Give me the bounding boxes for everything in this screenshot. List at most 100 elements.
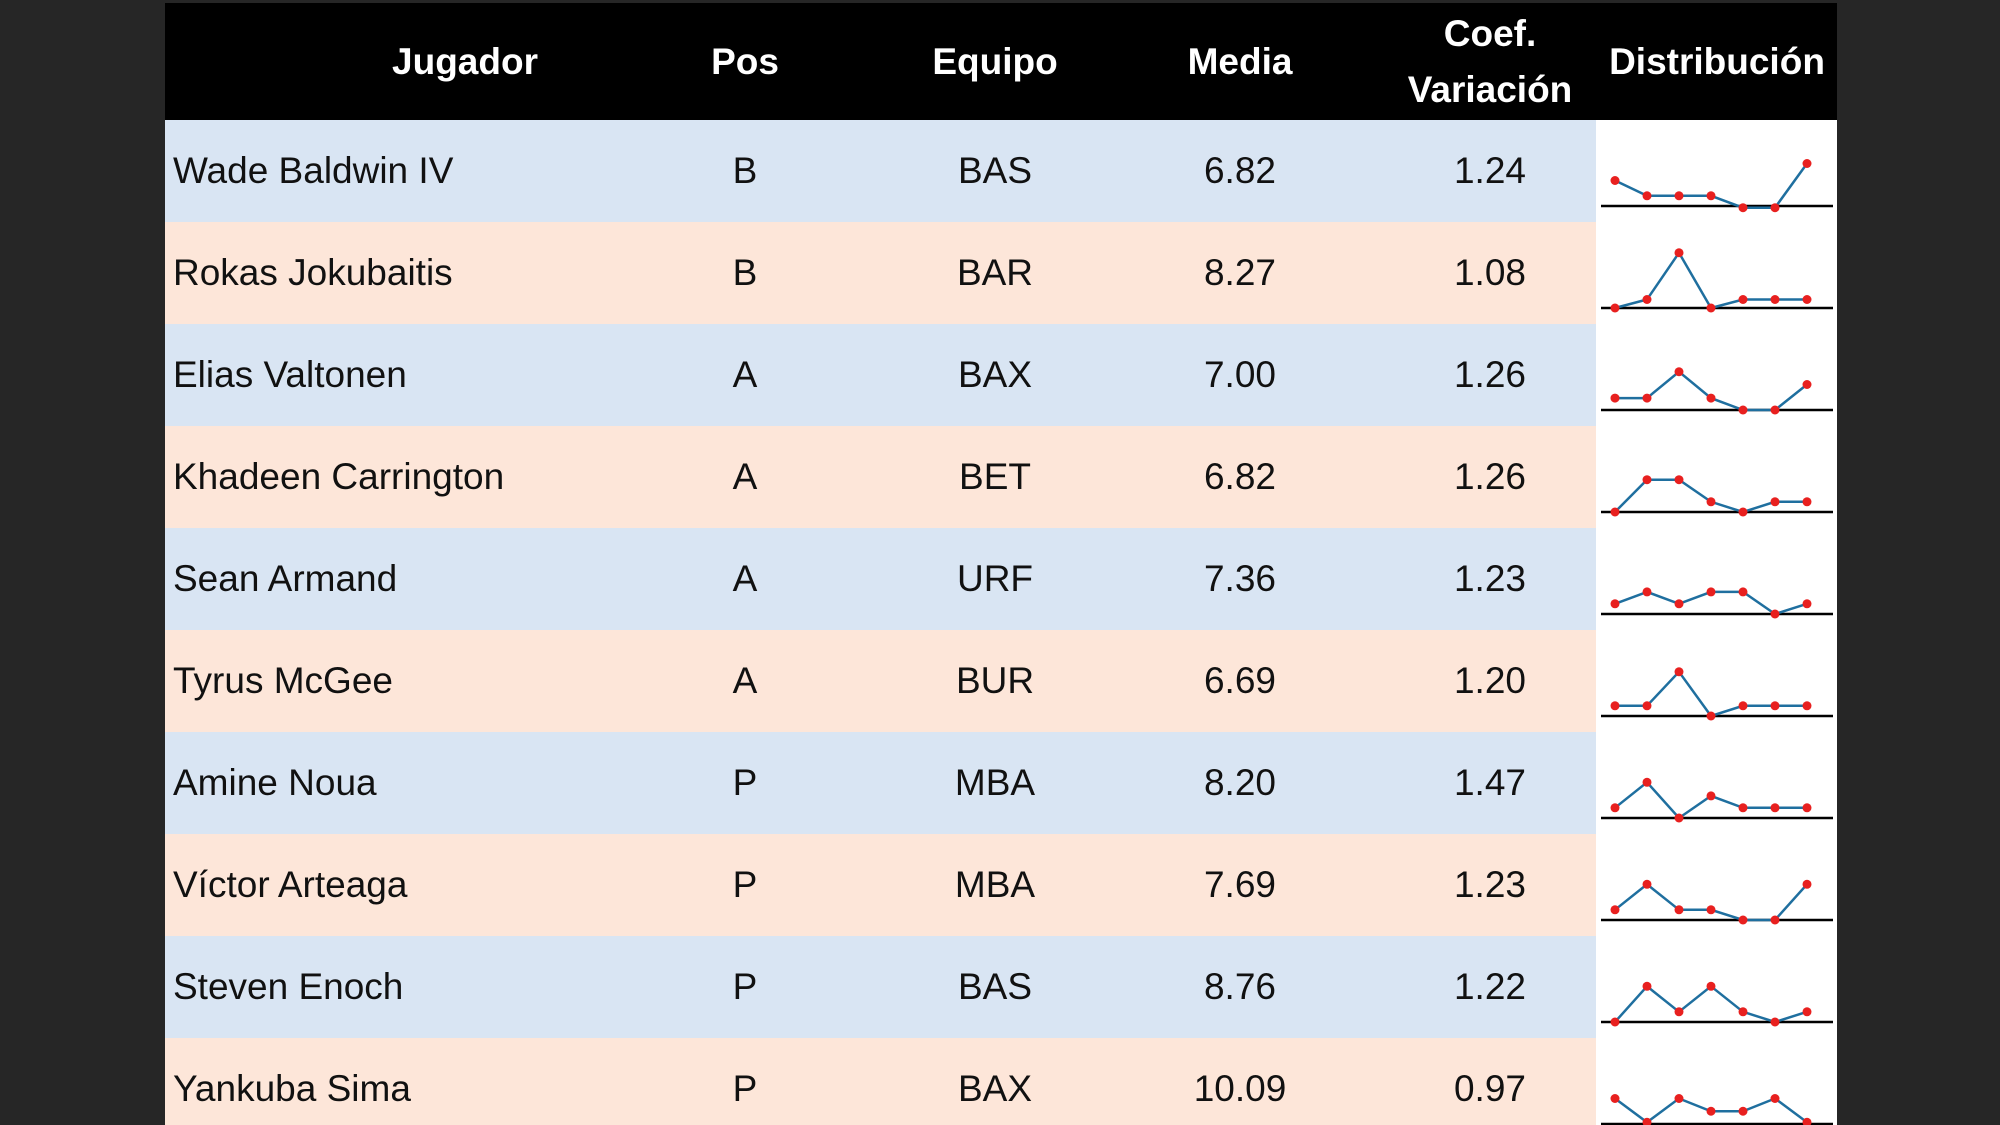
- sparkline-point: [1674, 667, 1684, 677]
- distribution-sparkline: [1601, 981, 1833, 1027]
- player-team: BAS: [957, 966, 1033, 1007]
- sparkline-point: [1610, 1094, 1620, 1103]
- sparkline-point: [1610, 303, 1620, 313]
- sparkline-point: [1738, 405, 1748, 415]
- sparkline-point: [1610, 701, 1620, 711]
- player-mean: 7.00: [1203, 354, 1276, 395]
- distribution-sparkline: [1601, 475, 1833, 517]
- sparkline-point: [1642, 191, 1652, 201]
- sparkline-point: [1738, 915, 1748, 925]
- sparkline-point: [1674, 599, 1684, 609]
- sparkline-point: [1802, 159, 1812, 168]
- player-coef-variation: 1.26: [1453, 456, 1526, 497]
- player-name: Yankuba Sima: [173, 1068, 411, 1109]
- table-header: Jugador Pos Equipo Media Coef. Variación…: [165, 3, 1837, 120]
- stats-table: Jugador Pos Equipo Media Coef. Variación…: [165, 3, 1837, 1125]
- sparkline-point: [1802, 295, 1812, 304]
- sparkline-point: [1610, 507, 1620, 517]
- sparkline-point: [1802, 380, 1812, 389]
- sparkline-point: [1642, 295, 1652, 304]
- player-name: Rokas Jokubaitis: [173, 252, 453, 293]
- sparkline-point: [1738, 701, 1748, 711]
- player-coef-variation: 1.24: [1453, 150, 1526, 191]
- sparkline-point: [1610, 905, 1620, 915]
- sparkline-point: [1770, 609, 1780, 619]
- player-name: Wade Baldwin IV: [173, 150, 454, 191]
- player-position: A: [732, 558, 758, 599]
- sparkline-point: [1706, 711, 1716, 721]
- table-row: Víctor Arteaga P MBA 7.69 1.23: [165, 834, 1596, 936]
- table-row: Tyrus McGee A BUR 6.69 1.20: [165, 630, 1596, 732]
- player-team: BAS: [957, 150, 1033, 191]
- distribution-sparkline: [1601, 667, 1833, 721]
- sparkline-line: [1614, 478, 1807, 514]
- sparkline-point: [1738, 1106, 1748, 1116]
- sparkline-point: [1642, 393, 1652, 403]
- sparkline-point: [1770, 1017, 1780, 1027]
- header-player: Jugador: [392, 40, 538, 82]
- sparkline-point: [1738, 1007, 1748, 1017]
- distribution-sparkline: [1601, 879, 1833, 925]
- sparkline-point: [1738, 803, 1748, 813]
- sparkline-point: [1770, 203, 1780, 213]
- header-distribution: Distribución: [1609, 40, 1825, 82]
- player-name: Víctor Arteaga: [173, 864, 408, 905]
- sparkline-point: [1738, 203, 1748, 213]
- player-name: Tyrus McGee: [173, 660, 393, 701]
- player-name: Khadeen Carrington: [173, 456, 505, 497]
- player-mean: 7.69: [1203, 864, 1276, 905]
- player-team: URF: [956, 558, 1034, 599]
- sparkline-point: [1674, 475, 1684, 485]
- player-mean: 6.82: [1203, 456, 1276, 497]
- player-coef-variation: 1.23: [1453, 558, 1526, 599]
- sparkline-point: [1674, 905, 1684, 915]
- sparkline-point: [1642, 1117, 1652, 1125]
- sparkline-point: [1770, 295, 1780, 304]
- player-mean: 6.69: [1203, 660, 1276, 701]
- player-mean: 10.09: [1193, 1068, 1287, 1109]
- player-team: MBA: [954, 864, 1036, 905]
- table-row: Steven Enoch P BAS 8.76 1.22: [165, 936, 1596, 1038]
- sparkline-point: [1738, 507, 1748, 517]
- table-row: Sean Armand A URF 7.36 1.23: [165, 528, 1596, 630]
- sparkline-point: [1706, 497, 1716, 507]
- player-coef-variation: 1.47: [1453, 762, 1526, 803]
- player-name: Sean Armand: [173, 558, 398, 599]
- sparkline-point: [1738, 587, 1748, 597]
- sparkline-point: [1642, 981, 1652, 991]
- sparkline-point: [1770, 1094, 1780, 1103]
- player-team: MBA: [954, 762, 1036, 803]
- player-name: Steven Enoch: [173, 966, 404, 1007]
- sparkline-point: [1802, 497, 1812, 507]
- sparkline-line: [1614, 882, 1808, 922]
- player-coef-variation: 1.22: [1453, 966, 1526, 1007]
- header-mean: Media: [1187, 40, 1293, 82]
- player-position: P: [732, 762, 758, 803]
- sparkline-point: [1770, 915, 1780, 925]
- sparkline-point: [1642, 701, 1652, 711]
- sparkline-point: [1610, 599, 1620, 609]
- sparkline-point: [1802, 803, 1812, 813]
- sparkline-point: [1642, 587, 1652, 597]
- player-mean: 8.27: [1203, 252, 1276, 293]
- player-coef-variation: 1.23: [1453, 864, 1526, 905]
- sparkline-line: [1614, 984, 1808, 1024]
- sparkline-point: [1674, 191, 1684, 201]
- distribution-sparkline: [1601, 587, 1833, 619]
- distribution-sparkline: [1601, 367, 1833, 415]
- player-team: BAX: [957, 1068, 1033, 1109]
- sparkline-point: [1706, 791, 1716, 801]
- sparkline-point: [1642, 475, 1652, 485]
- sparkline-point: [1770, 701, 1780, 711]
- header-coef-variation: Coef. Variación: [1407, 12, 1573, 110]
- sparkline-point: [1642, 879, 1652, 889]
- sparkline-line: [1614, 162, 1809, 209]
- player-coef-variation: 1.20: [1453, 660, 1526, 701]
- sparkline-point: [1674, 813, 1684, 823]
- player-team: BAX: [957, 354, 1033, 395]
- table-row: Khadeen Carrington A BET 6.82 1.26: [165, 426, 1596, 528]
- sparkline-point: [1706, 587, 1716, 597]
- player-mean: 7.36: [1203, 558, 1276, 599]
- table-row: Elias Valtonen A BAX 7.00 1.26: [165, 324, 1596, 426]
- distribution-sparkline: [1601, 777, 1833, 823]
